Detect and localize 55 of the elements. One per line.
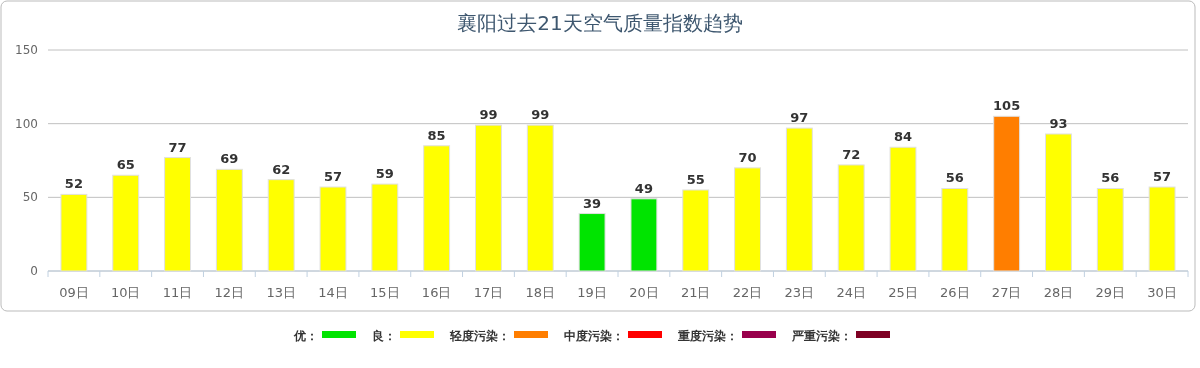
y-tick-label: 0 [30,264,38,278]
x-tick-label: 10日 [110,285,141,300]
chart-title: 襄阳过去21天空气质量指数趋势 [457,11,743,35]
y-tick-label: 50 [22,190,38,205]
data-label: 97 [790,110,809,126]
data-label: 70 [738,149,757,165]
x-tick-label: 22日 [732,285,763,300]
x-tick-label: 23日 [784,285,815,300]
data-label: 77 [168,139,187,155]
data-label: 93 [1049,115,1068,131]
x-tick-label: 18日 [525,285,556,300]
legend-label: 重度污染： [677,329,738,343]
data-label: 59 [375,166,394,182]
data-label: 39 [583,195,602,211]
x-tick-label: 14日 [318,285,348,300]
x-tick-label: 19日 [577,285,607,300]
x-tick-label: 25日 [888,285,918,300]
data-label: 99 [479,107,498,123]
data-label: 69 [220,151,239,167]
data-label: 105 [993,98,1021,114]
data-label: 72 [842,146,861,162]
x-tick-label: 09日 [59,285,89,300]
legend-label: 良： [372,329,396,343]
data-label: 85 [427,127,446,143]
data-label: 84 [893,129,913,145]
x-tick-label: 28日 [1043,285,1074,300]
legend-label: 优： [293,329,318,343]
x-tick-label: 15日 [370,285,400,300]
x-tick-label: 13日 [266,285,296,300]
legend-label: 严重污染： [791,329,852,343]
x-tick-label: 24日 [836,285,866,300]
x-tick-label: 20日 [629,285,659,300]
x-tick-label: 21日 [680,285,711,300]
data-label: 52 [64,176,83,192]
x-tick-label: 16日 [421,285,452,300]
data-label: 49 [634,180,653,196]
legend-label: 中度污染： [564,329,624,343]
y-tick-label: 150 [15,43,38,57]
data-label: 57 [323,169,343,185]
data-label: 62 [272,161,291,177]
legend-label: 轻度污染： [449,329,510,343]
x-tick-label: 29日 [1095,285,1126,300]
x-tick-label: 26日 [940,285,970,300]
data-label: 56 [945,170,964,186]
data-label: 65 [116,157,135,173]
data-label: 55 [686,171,705,187]
x-tick-label: 30日 [1147,285,1177,300]
data-label: 99 [531,107,550,123]
data-label: 57 [1153,169,1172,185]
x-tick-label: 27日 [991,285,1022,300]
x-tick-label: 12日 [214,285,245,300]
x-tick-label: 17日 [473,285,504,300]
y-tick-label: 100 [15,116,38,131]
data-label: 56 [1101,170,1120,186]
x-tick-label: 11日 [162,285,193,300]
